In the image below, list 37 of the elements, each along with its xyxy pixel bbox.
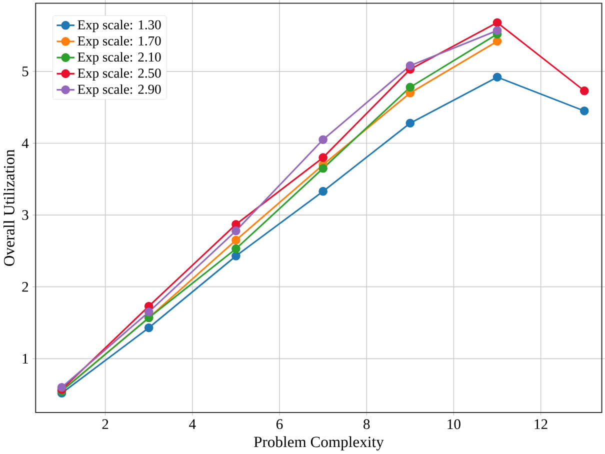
- x-tick-label: 2: [102, 419, 108, 429]
- point: [232, 244, 240, 254]
- x-tick-label: 10: [448, 419, 460, 430]
- legend-label: Exp scale: 2.10: [78, 52, 161, 64]
- point: [318, 135, 328, 144]
- point: [406, 61, 415, 70]
- x-axis-title: Problem Complexity: [254, 436, 384, 450]
- legend-label: Exp scale: 2.50: [78, 68, 161, 81]
- legend-label: Exp scale: 2.90: [78, 84, 161, 97]
- point: [318, 153, 328, 162]
- y-tick-label: 5: [22, 66, 28, 76]
- y-axis-title: Overall Utilization: [3, 150, 14, 266]
- y-tick-label: 3: [22, 210, 28, 220]
- point: [318, 186, 328, 196]
- point: [492, 18, 502, 28]
- x-tick-label: 6: [276, 419, 283, 430]
- point: [232, 236, 240, 245]
- point: [492, 36, 502, 46]
- point: [406, 82, 415, 92]
- point: [580, 86, 589, 96]
- x-tick-label: 8: [364, 419, 370, 430]
- point: [144, 323, 154, 332]
- legend-label: Exp scale: 1.70: [78, 36, 161, 48]
- point: [318, 164, 328, 173]
- point: [492, 72, 502, 82]
- y-tick-label: 4: [22, 138, 29, 148]
- point: [232, 226, 240, 236]
- x-tick-label: 4: [189, 419, 196, 429]
- y-tick-label: 1: [22, 354, 28, 364]
- point: [580, 106, 589, 116]
- point: [406, 118, 415, 128]
- legend-label: Exp scale: 1.30: [78, 20, 161, 32]
- point: [492, 26, 502, 35]
- y-tick-label: 2: [22, 282, 28, 292]
- point: [232, 252, 240, 260]
- x-tick-label: 12: [534, 419, 548, 429]
- point: [144, 308, 154, 316]
